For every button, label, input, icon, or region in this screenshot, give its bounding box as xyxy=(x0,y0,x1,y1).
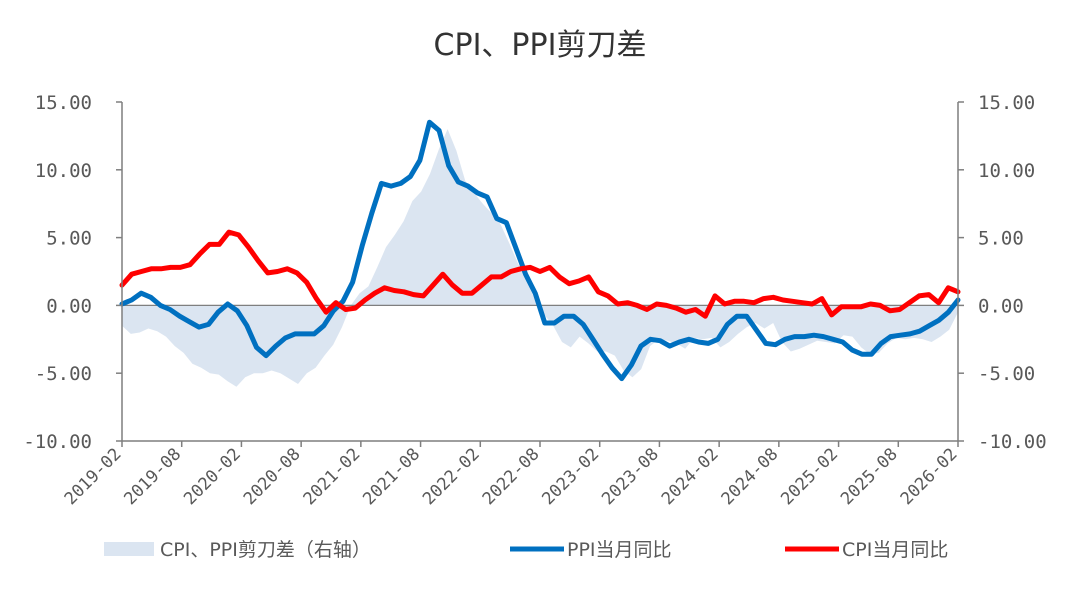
legend-label: PPI当月同比 xyxy=(567,539,672,561)
y-tick-label-left: 0.00 xyxy=(46,295,92,317)
y-tick-label-right: -5.00 xyxy=(978,363,1035,385)
y-tick-label-right: -10.00 xyxy=(978,431,1047,453)
legend: CPI、PPI剪刀差（右轴） PPI当月同比 CPI当月同比 xyxy=(104,539,948,561)
y-tick-label-right: 15.00 xyxy=(978,92,1035,114)
x-tick-label: 2023-02 xyxy=(538,444,603,509)
x-tick-label: 2019-08 xyxy=(120,444,185,509)
x-tick-label: 2020-02 xyxy=(180,444,245,509)
x-tick-label: 2021-08 xyxy=(359,444,424,509)
y-tick-label-left: 5.00 xyxy=(46,228,92,250)
y-tick-label-right: 0.00 xyxy=(978,295,1024,317)
series-line-cpi xyxy=(119,229,961,319)
legend-label: CPI、PPI剪刀差（右轴） xyxy=(160,539,371,561)
x-tick-label: 2024-02 xyxy=(658,444,723,509)
series-line-ppi xyxy=(119,119,961,382)
legend-swatch-spread xyxy=(104,542,154,556)
x-tick-label: 2024-08 xyxy=(718,444,783,509)
y-tick-label-right: 5.00 xyxy=(978,228,1024,250)
y-tick-label-left: -5.00 xyxy=(35,363,92,385)
x-tick-label: 2025-02 xyxy=(777,444,842,509)
x-tick-label: 2021-02 xyxy=(300,444,365,509)
y-tick-label-left: 15.00 xyxy=(35,92,92,114)
series-area-spread xyxy=(122,129,958,387)
x-tick-label: 2019-02 xyxy=(61,444,126,509)
y-tick-label-left: 10.00 xyxy=(35,160,92,182)
x-tick-label: 2023-08 xyxy=(598,444,663,509)
legend-label: CPI当月同比 xyxy=(842,539,948,561)
x-tick-label: 2026-02 xyxy=(897,444,962,509)
plot-area xyxy=(119,119,961,387)
y-tick-label-left: -10.00 xyxy=(23,431,92,453)
chart-title: CPI、PPI剪刀差 xyxy=(434,28,647,63)
x-tick-label: 2025-08 xyxy=(837,444,902,509)
y-tick-label-right: 10.00 xyxy=(978,160,1035,182)
x-tick-label: 2022-08 xyxy=(479,444,544,509)
x-tick-label: 2022-02 xyxy=(419,444,484,509)
x-tick-label: 2020-08 xyxy=(240,444,305,509)
